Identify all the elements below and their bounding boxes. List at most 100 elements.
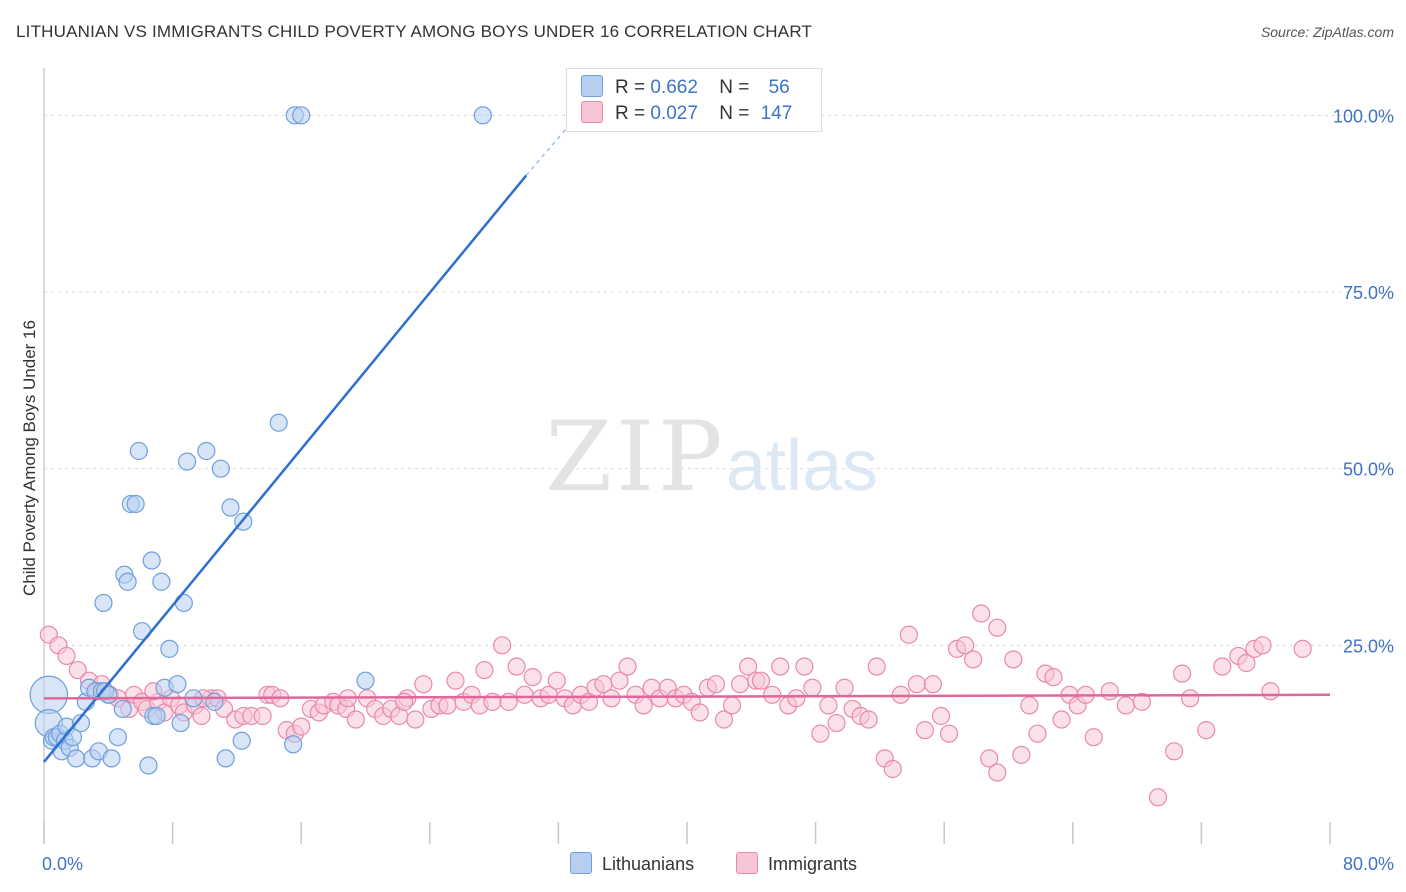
lithuanian-point bbox=[29, 675, 69, 715]
series-label-immigrants: Immigrants bbox=[768, 854, 858, 874]
immigrant-point bbox=[899, 625, 918, 644]
lithuanian-point bbox=[139, 756, 158, 775]
immigrant-point bbox=[827, 713, 846, 733]
immigrant-point bbox=[972, 604, 991, 623]
legend-row-immigrants: R = 0.027 N = 147 bbox=[581, 101, 792, 125]
lithuanian-point bbox=[221, 498, 240, 517]
immigrant-point bbox=[1132, 692, 1152, 711]
lithuanian-point bbox=[113, 699, 132, 719]
series-legend: Lithuanians Immigrants bbox=[0, 852, 1406, 878]
y-tick-label: 25.0% bbox=[1343, 636, 1394, 656]
immigrant-point bbox=[57, 646, 76, 666]
immigrant-point bbox=[438, 696, 457, 715]
immigrant-point bbox=[835, 678, 854, 697]
y-tick-label: 75.0% bbox=[1343, 283, 1394, 303]
legend-r-label: R = bbox=[615, 77, 646, 98]
immigrant-point bbox=[931, 706, 951, 726]
immigrant-point bbox=[446, 671, 465, 690]
lithuanian-point bbox=[211, 459, 230, 478]
lithuanian-point bbox=[177, 452, 197, 471]
watermark-atlas: atlas bbox=[726, 426, 878, 506]
immigrant-point bbox=[714, 710, 734, 729]
immigrant-point bbox=[751, 671, 771, 690]
lithuanian-point bbox=[160, 639, 179, 658]
immigrant-point bbox=[192, 706, 211, 726]
legend-swatch-lithuanians bbox=[581, 75, 603, 97]
lithuanian-point bbox=[168, 675, 187, 694]
lithuanian-point bbox=[152, 572, 171, 591]
immigrant-point bbox=[803, 678, 822, 697]
y-tick-label: 50.0% bbox=[1343, 460, 1394, 480]
immigrant-point bbox=[730, 675, 750, 694]
lithuanian-point bbox=[292, 106, 311, 125]
immigrant-point bbox=[795, 657, 814, 676]
immigrant-point bbox=[1213, 657, 1232, 676]
immigrant-point bbox=[787, 689, 806, 708]
immigrant-point bbox=[1004, 650, 1023, 669]
immigrants-trend-line bbox=[43, 693, 1331, 700]
immigrant-point bbox=[1028, 724, 1047, 743]
immigrant-point bbox=[964, 650, 983, 669]
immigrant-point bbox=[1100, 682, 1119, 701]
lithuanians-trend-line bbox=[43, 174, 528, 763]
chart-title: LITHUANIAN VS IMMIGRANTS CHILD POVERTY A… bbox=[16, 22, 813, 41]
tick-labels: 25.0% 50.0% 75.0% 100.0% 0.0% 80.0% bbox=[42, 106, 1394, 874]
immigrant-point bbox=[1084, 728, 1103, 747]
immigrant-point bbox=[811, 724, 830, 743]
trend-lines bbox=[43, 118, 1331, 763]
legend-n-value: 56 bbox=[768, 77, 790, 98]
immigrant-point bbox=[1020, 696, 1039, 715]
lithuanian-point bbox=[197, 441, 216, 461]
series-legend-lithuanians[interactable]: Lithuanians bbox=[570, 852, 694, 875]
immigrant-point bbox=[1116, 696, 1135, 715]
immigrant-point bbox=[955, 636, 975, 655]
lithuanian-point bbox=[147, 706, 166, 726]
x-tick-label-max: 80.0% bbox=[1343, 854, 1394, 874]
series-legend-immigrants[interactable]: Immigrants bbox=[736, 852, 857, 875]
immigrant-point bbox=[406, 710, 425, 729]
immigrant-point bbox=[602, 689, 621, 708]
lithuanian-point bbox=[171, 713, 190, 733]
immigrants-points bbox=[39, 604, 1312, 807]
lithuanian-point bbox=[269, 413, 288, 432]
series-swatch-immigrants bbox=[736, 852, 758, 874]
y-tick-label: 100.0% bbox=[1333, 106, 1394, 126]
immigrant-point bbox=[915, 721, 935, 740]
immigrant-point bbox=[1237, 653, 1256, 673]
immigrant-point bbox=[722, 696, 742, 715]
lithuanian-point bbox=[216, 749, 235, 768]
immigrant-point bbox=[1052, 710, 1071, 729]
immigrant-point bbox=[988, 763, 1007, 782]
immigrant-point bbox=[618, 657, 637, 676]
immigrant-point bbox=[507, 657, 526, 676]
lithuanian-point bbox=[102, 749, 121, 768]
lithuanian-point bbox=[174, 593, 193, 613]
immigrant-point bbox=[346, 710, 365, 729]
series-label-lithuanians: Lithuanians bbox=[602, 854, 695, 874]
immigrant-point bbox=[980, 749, 999, 768]
immigrant-point bbox=[859, 710, 878, 729]
lithuanian-point bbox=[473, 106, 492, 125]
watermark: ZIP atlas bbox=[545, 401, 878, 513]
lithuanian-point bbox=[67, 749, 86, 768]
immigrant-point bbox=[292, 717, 311, 736]
immigrant-point bbox=[68, 660, 87, 680]
lithuanian-point bbox=[232, 731, 251, 750]
immigrant-point bbox=[515, 685, 534, 704]
lithuanian-point bbox=[356, 671, 375, 690]
lithuanian-point bbox=[126, 494, 145, 514]
immigrant-point bbox=[523, 668, 542, 687]
x-tick-label-min: 0.0% bbox=[42, 854, 83, 874]
lithuanian-point bbox=[205, 692, 224, 711]
legend-n-label: N = bbox=[719, 77, 750, 98]
lithuanian-point bbox=[99, 685, 118, 704]
immigrant-point bbox=[771, 657, 790, 676]
watermark-zip: ZIP bbox=[545, 401, 726, 513]
legend-swatch-immigrants bbox=[581, 101, 603, 123]
immigrant-point bbox=[923, 675, 943, 694]
immigrant-point bbox=[475, 660, 494, 680]
immigrant-point bbox=[907, 675, 926, 694]
immigrant-point bbox=[1148, 788, 1168, 807]
lithuanian-point bbox=[94, 593, 113, 613]
immigrant-point bbox=[988, 618, 1007, 637]
